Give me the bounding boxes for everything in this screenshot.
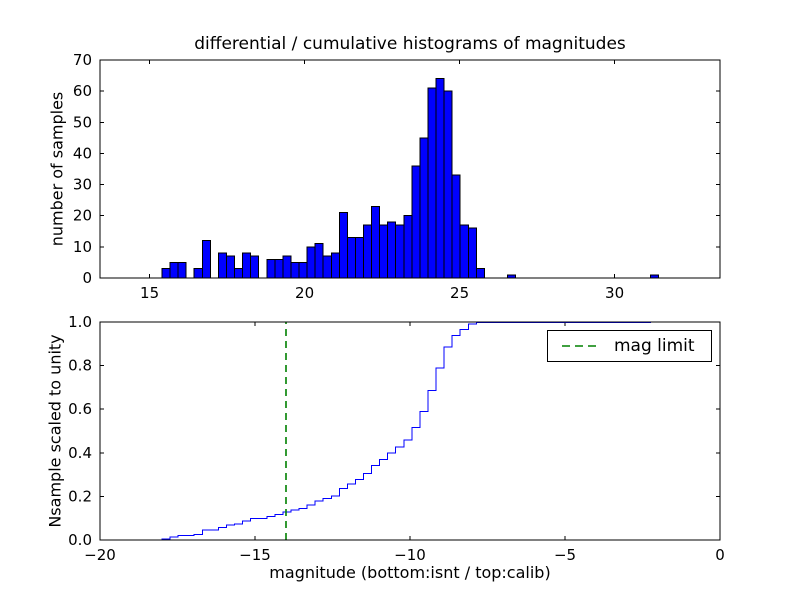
x-tick-label: 30 — [605, 284, 624, 302]
histogram-bar — [193, 268, 203, 279]
histogram-bar — [201, 240, 211, 279]
x-tick-label: 25 — [450, 284, 469, 302]
histogram-bar — [306, 246, 316, 279]
y-tick-label: 30 — [73, 176, 92, 194]
histogram-bar — [266, 258, 276, 279]
histogram-bar — [467, 227, 477, 279]
histogram-bar — [363, 224, 373, 279]
top-ylabel: number of samples — [47, 91, 67, 247]
histogram-bar — [354, 237, 365, 279]
y-tick-label: 50 — [73, 113, 92, 131]
histogram-bar — [403, 215, 413, 279]
bottom-ylabel: Nsample scaled to unity — [45, 334, 65, 528]
y-tick-label: 70 — [73, 51, 92, 69]
histogram-bar — [395, 224, 405, 279]
xlabel: magnitude (bottom:isnt / top:calib) — [269, 563, 551, 582]
y-tick-label: 0.6 — [68, 400, 92, 418]
histogram-bar — [379, 224, 389, 279]
histogram-bar — [217, 252, 227, 279]
histogram-bar — [427, 87, 437, 279]
histogram-bar — [274, 258, 284, 279]
histogram-bar — [371, 205, 381, 279]
y-tick-label: 0.0 — [68, 531, 92, 549]
legend-dashed-line-icon — [562, 345, 600, 347]
legend-label: mag limit — [614, 336, 695, 356]
chart-title: differential / cumulative histograms of … — [194, 34, 626, 54]
histogram-bar — [451, 174, 461, 279]
y-tick-label: 20 — [73, 207, 92, 225]
histogram-bar — [475, 268, 485, 279]
histogram-bar — [177, 261, 187, 279]
histogram-bar — [435, 78, 445, 279]
histogram-bar — [298, 261, 308, 279]
y-tick-label: 0.8 — [68, 357, 92, 375]
y-tick-label: 60 — [73, 82, 92, 100]
histogram-bar — [250, 255, 260, 279]
histogram-bar — [290, 261, 300, 279]
y-tick-label: 0 — [82, 269, 92, 287]
histogram-bar — [387, 221, 397, 279]
histogram-bar — [338, 212, 348, 279]
y-tick-label: 1.0 — [68, 313, 92, 331]
histogram-bar — [225, 255, 236, 279]
top-axes-frame — [99, 59, 721, 279]
y-tick-label: 0.4 — [68, 444, 92, 462]
histogram-bar — [314, 243, 324, 279]
histogram-bar — [234, 268, 244, 279]
histogram-bar — [242, 252, 252, 279]
histogram-bar — [330, 252, 340, 279]
x-tick-label: −5 — [554, 546, 576, 564]
histogram-bar — [322, 255, 332, 279]
histogram-bar — [346, 237, 356, 279]
cumulative-line — [161, 321, 659, 540]
histogram-bar — [419, 137, 429, 279]
y-tick-label: 0.2 — [68, 487, 92, 505]
histogram-bar — [443, 90, 453, 279]
x-tick-label: 0 — [715, 546, 725, 564]
histogram-bar — [282, 255, 292, 279]
histogram-bar — [459, 224, 469, 279]
y-tick-label: 10 — [73, 238, 92, 256]
x-tick-label: −10 — [394, 546, 426, 564]
x-tick-label: −15 — [239, 546, 271, 564]
x-tick-label: 15 — [140, 284, 159, 302]
histogram-bar — [169, 261, 179, 279]
y-tick-label: 40 — [73, 144, 92, 162]
x-tick-label: −20 — [84, 546, 116, 564]
x-tick-label: 20 — [295, 284, 314, 302]
legend: mag limit — [547, 330, 712, 362]
bottom-axes-frame — [99, 321, 721, 541]
histogram-bar — [161, 268, 171, 279]
histogram-bar — [411, 165, 421, 279]
